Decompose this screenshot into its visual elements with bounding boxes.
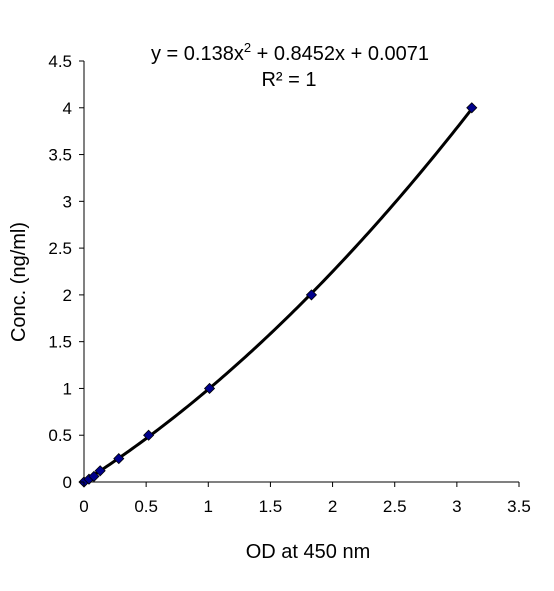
trendline-curve <box>83 108 473 483</box>
data-point <box>305 289 318 301</box>
x-tick-label: 1 <box>204 497 213 516</box>
x-tick-label: 1.5 <box>259 497 283 516</box>
y-tick-label: 2.5 <box>48 239 72 258</box>
r-squared-label: R² = 1 <box>261 69 316 91</box>
y-tick-label: 3 <box>63 192 72 211</box>
plot-area <box>83 61 519 483</box>
x-tick-label: 2 <box>328 497 337 516</box>
x-tick-label: 0 <box>79 497 88 516</box>
data-point <box>203 382 216 395</box>
y-axis-ticks: 0 0.5 1 1.5 2 2.5 3 3.5 4 4.5 <box>48 52 84 492</box>
y-tick-label: 1 <box>63 379 72 398</box>
y-tick-label: 3.5 <box>48 146 72 165</box>
x-tick-label: 0.5 <box>134 497 158 516</box>
x-tick-label: 3 <box>452 497 461 516</box>
x-axis-ticks: 0 0.5 1 1.5 2 2.5 3 3.5 <box>79 482 531 516</box>
y-tick-label: 0 <box>63 473 72 492</box>
data-point <box>88 470 100 482</box>
data-point <box>143 429 155 441</box>
y-axis-title: Conc. (ng/ml) <box>8 222 30 342</box>
y-tick-label: 0.5 <box>48 426 72 445</box>
data-point <box>113 453 125 465</box>
trendline-equation: y = 0.138x2 + 0.8452x + 0.0071 <box>151 40 429 65</box>
trendline-layer <box>83 108 473 483</box>
y-tick-label: 4.5 <box>48 52 72 71</box>
data-point <box>466 102 478 114</box>
y-tick-label: 4 <box>63 99 72 118</box>
x-tick-label: 2.5 <box>383 497 407 516</box>
data-points-layer <box>78 102 478 488</box>
x-axis-title: OD at 450 nm <box>246 541 371 563</box>
y-tick-label: 1.5 <box>48 333 72 352</box>
data-point <box>94 465 106 477</box>
x-tick-label: 3.5 <box>507 497 531 516</box>
y-tick-label: 2 <box>63 286 72 305</box>
